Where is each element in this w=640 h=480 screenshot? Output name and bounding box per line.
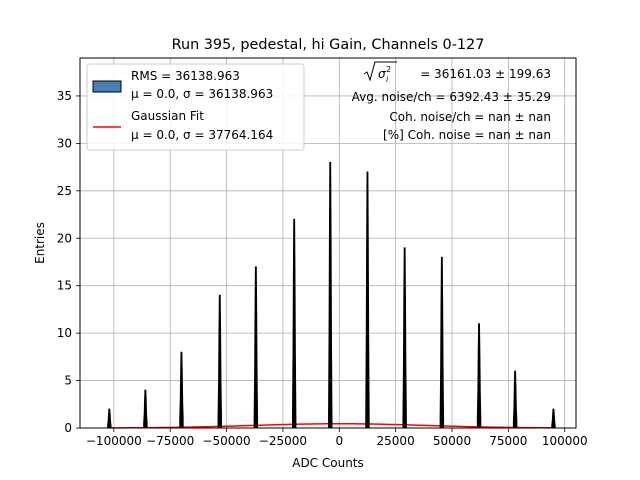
histogram-peak	[217, 294, 223, 429]
chart-title: Run 395, pedestal, hi Gain, Channels 0-1…	[172, 37, 485, 53]
histogram-peak	[439, 256, 445, 429]
legend-box	[86, 63, 305, 151]
legend-label-histogram: RMS = 36138.963	[131, 69, 240, 83]
histogram-peak	[179, 351, 184, 429]
legend-swatch-histogram	[92, 80, 122, 93]
svg-text:σ: σ	[378, 67, 386, 81]
x-tick-label: −25000	[259, 434, 307, 448]
x-axis-label: ADC Counts	[292, 456, 364, 470]
histogram-peak	[328, 161, 333, 429]
histogram-peak	[107, 408, 112, 429]
y-tick-label: 35	[57, 89, 72, 103]
y-tick-label: 10	[57, 326, 72, 340]
annotation-avg-noise: Avg. noise/ch = 6392.43 ± 35.29	[352, 90, 551, 104]
histogram-peak	[476, 323, 482, 429]
y-tick-label: 30	[57, 136, 72, 150]
noise-annotations: σ 2 i = 36161.03 ± 199.63 Avg. noise/ch …	[352, 61, 551, 142]
sqrt-sigma-symbol: σ 2 i	[363, 61, 397, 84]
x-tick-label: 100000	[542, 434, 588, 448]
grid-lines	[80, 58, 576, 429]
annotation-rms-noise: = 36161.03 ± 199.63	[420, 67, 551, 81]
histogram-peak	[365, 171, 370, 429]
x-tick-label: −75000	[146, 434, 194, 448]
histogram-peak	[551, 408, 556, 429]
annotation-coh-noise-percent: [%] Coh. noise = nan ± nan	[383, 128, 551, 142]
plot-frame	[79, 57, 577, 429]
y-tick-label: 25	[57, 184, 72, 198]
x-tick-label: 0	[335, 434, 343, 448]
y-tick-label: 15	[57, 279, 72, 293]
svg-text:i: i	[386, 75, 389, 84]
svg-text:2: 2	[386, 65, 391, 74]
histogram-peak	[143, 389, 148, 429]
legend-sublabel-histogram: μ = 0.0, σ = 36138.963	[131, 87, 273, 101]
annotation-coh-noise: Coh. noise/ch = nan ± nan	[389, 110, 551, 124]
x-tick-label: 50000	[433, 434, 471, 448]
legend-label-gaussian: Gaussian Fit	[131, 109, 204, 123]
y-axis-label: Entries	[33, 222, 47, 264]
histogram-peaks	[107, 161, 556, 429]
x-tick-label: 75000	[489, 434, 527, 448]
gaussian-fit-curve	[109, 422, 556, 429]
x-tick-label: −50000	[202, 434, 250, 448]
x-tick-label: 25000	[377, 434, 415, 448]
histogram-peak	[402, 247, 407, 429]
x-tick-label: −100000	[86, 434, 142, 448]
y-tick-label: 0	[64, 421, 72, 435]
gaussian-fit-layer	[109, 422, 556, 429]
histogram-peak	[291, 218, 297, 429]
legend-sublabel-gaussian: μ = 0.0, σ = 37764.164	[131, 128, 273, 142]
y-tick-label: 5	[64, 374, 72, 388]
y-tick-label: 20	[57, 231, 72, 245]
legend: RMS = 36138.963 μ = 0.0, σ = 36138.963 G…	[86, 63, 305, 151]
y-axis-ticks: 0 5 10 15 20 25 30 35	[57, 89, 80, 435]
histogram-peak	[253, 266, 259, 429]
x-axis-ticks: −100000 −75000 −50000 −25000 0 25000 50000 7500…	[86, 428, 588, 448]
histogram-peak	[512, 370, 518, 429]
